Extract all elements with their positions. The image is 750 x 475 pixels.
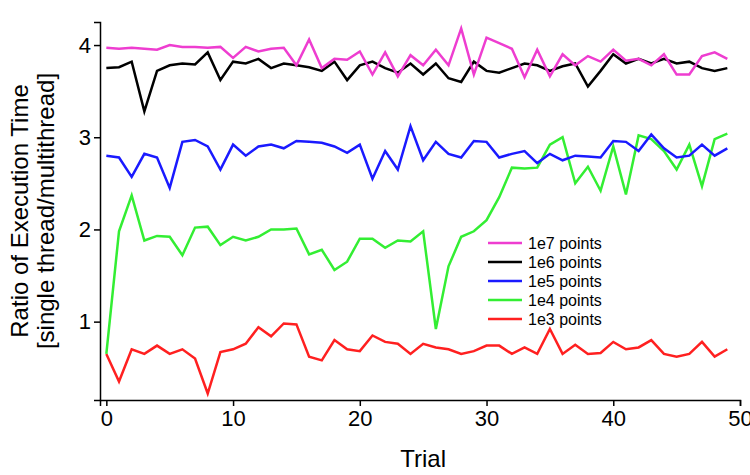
y-tick: 2 <box>79 217 100 242</box>
y-tick-label: 4 <box>79 33 91 58</box>
y-tick-mark <box>94 321 100 323</box>
x-axis-line <box>101 401 741 407</box>
legend-label: 1e5 points <box>528 273 602 290</box>
x-tick: 50 <box>728 400 750 431</box>
series-line <box>106 134 727 354</box>
y-tick: 4 <box>79 33 100 58</box>
legend-swatch <box>488 261 522 264</box>
y-tick-mark <box>94 229 100 231</box>
legend-swatch <box>488 299 522 302</box>
plot: 0 10 20 30 40 50 1 2 3 4 <box>79 23 750 431</box>
legend-label: 1e6 points <box>528 254 602 271</box>
legend-swatch <box>488 242 522 245</box>
x-tick: 20 <box>348 400 372 431</box>
lines <box>106 28 727 393</box>
x-axis-title: Trial <box>400 445 446 472</box>
legend-label: 1e4 points <box>528 292 602 309</box>
x-tick: 30 <box>475 400 499 431</box>
y-tick: 3 <box>79 125 100 150</box>
y-axis: 1 2 3 4 <box>79 23 101 401</box>
y-tick-mark <box>94 45 100 47</box>
x-tick-label: 40 <box>602 406 626 431</box>
y-tick-label: 2 <box>79 217 91 242</box>
x-tick-label: 0 <box>101 406 113 431</box>
legend-label: 1e3 points <box>528 311 602 328</box>
legend-swatch <box>488 280 522 283</box>
y-tick: 1 <box>79 309 100 334</box>
x-axis: 0 10 20 30 40 50 <box>101 400 750 431</box>
x-tick: 0 <box>101 400 113 431</box>
chart: 0 10 20 30 40 50 1 2 3 4 Trial Ratio of Execution T… <box>0 0 750 475</box>
legend: 1e7 points 1e6 points 1e5 points 1e4 points… <box>488 235 602 328</box>
series-line <box>106 323 727 393</box>
x-tick-label: 10 <box>221 406 245 431</box>
y-axis-title: [single thread/multithread] <box>32 73 59 349</box>
y-tick-mark <box>94 137 100 139</box>
series-line <box>106 28 727 77</box>
series-line <box>106 126 727 188</box>
legend-swatch <box>488 318 522 321</box>
y-tick-label: 3 <box>79 125 91 150</box>
x-tick-label: 20 <box>348 406 372 431</box>
x-tick-label: 50 <box>728 406 750 431</box>
y-axis-title: Ratio of Execution Time <box>6 84 33 337</box>
x-tick-label: 30 <box>475 406 499 431</box>
y-axis-line <box>94 23 101 401</box>
legend-label: 1e7 points <box>528 235 602 252</box>
x-tick: 10 <box>221 400 245 431</box>
x-tick: 40 <box>602 400 626 431</box>
y-tick-label: 1 <box>79 309 91 334</box>
